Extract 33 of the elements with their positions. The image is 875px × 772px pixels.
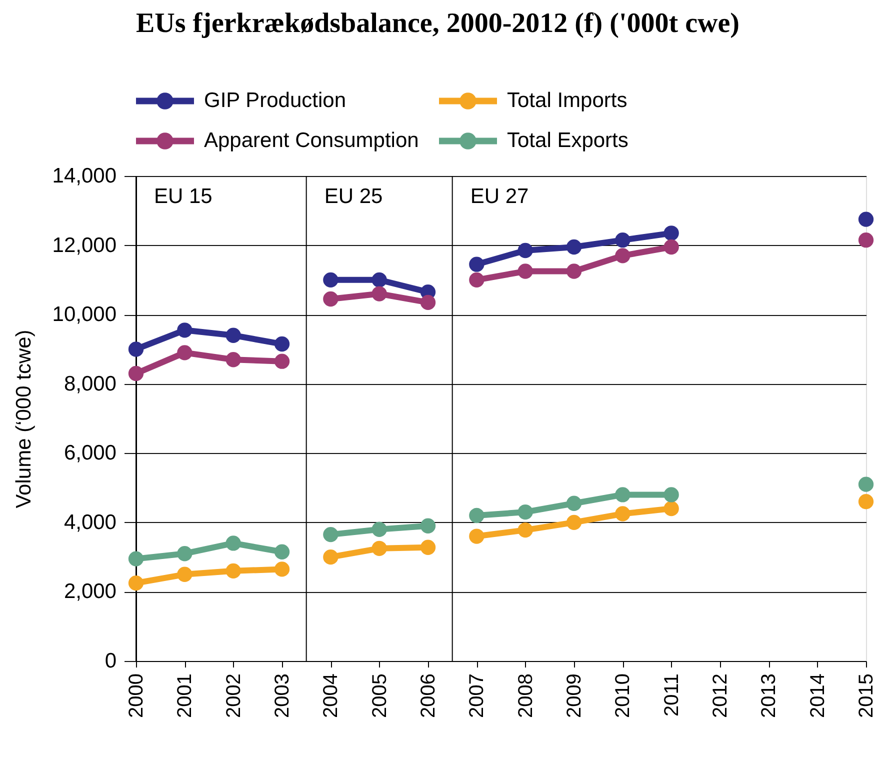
legend-label: Total Imports: [507, 89, 628, 112]
x-tick-label: 2010: [612, 674, 634, 718]
x-tick-label: 2013: [758, 674, 780, 718]
legend-label: Apparent Consumption: [204, 129, 419, 152]
y-tick-label: 10,000: [52, 303, 116, 326]
y-tick-label: 8,000: [64, 372, 116, 396]
y-tick-label: 0: [104, 650, 116, 672]
y-tick-label: 4,000: [64, 510, 116, 534]
x-tick-label: 2007: [466, 674, 488, 718]
y-tick-label: 6,000: [64, 442, 116, 465]
y-tick-label: 12,000: [52, 234, 116, 257]
x-tick-label: 2012: [710, 674, 732, 718]
x-tick-label: 2003: [272, 674, 294, 718]
x-tick-label: 2011: [660, 674, 683, 717]
y-tick-label: 14,000: [52, 164, 116, 188]
ref-line-label: EU 15: [154, 185, 212, 208]
x-tick-label: 2004: [320, 674, 342, 718]
x-tick-label: 2002: [222, 674, 245, 718]
y-axis-title: Volume (‘000 tcwe): [12, 330, 36, 508]
x-tick-label: 2015: [856, 674, 875, 718]
x-tick-label: 2005: [368, 674, 391, 718]
legend-label: GIP Production: [204, 89, 346, 112]
chart-title: EUs fjerkrækødsbalance, 2000-2012 (f) ('000t cwe): [136, 8, 740, 39]
legend-label: Total Exports: [507, 129, 628, 152]
x-tick-label: 2000: [126, 674, 148, 718]
x-tick-label: 2006: [418, 674, 440, 718]
x-tick-label: 2014: [806, 674, 829, 718]
ref-line-label: EU 27: [470, 185, 529, 208]
x-tick-label: 2001: [174, 674, 196, 718]
x-tick-label: 2009: [564, 674, 586, 718]
ref-line-label: EU 25: [324, 185, 383, 208]
y-tick-label: 2,000: [64, 580, 116, 604]
x-tick-label: 2008: [514, 674, 537, 718]
